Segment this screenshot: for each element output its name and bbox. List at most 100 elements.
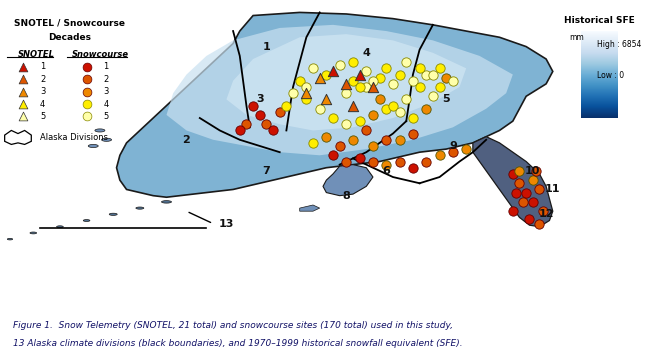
Point [368,143,378,149]
Text: Alaska Divisions: Alaska Divisions [40,133,108,142]
Point [18,101,29,107]
Text: 10: 10 [525,166,541,176]
Point [81,101,92,107]
Ellipse shape [162,201,172,203]
Text: 1: 1 [103,62,109,71]
Point [314,75,325,80]
Point [524,216,535,222]
Point [374,75,385,80]
Point [448,149,458,155]
Text: 7: 7 [262,166,270,176]
Point [368,84,378,90]
Text: 2: 2 [40,75,45,84]
Point [328,115,338,121]
Point [361,84,372,90]
Point [368,78,378,84]
Point [381,106,392,112]
Point [294,78,305,84]
Point [348,103,358,109]
Point [18,89,29,95]
Text: 1: 1 [262,41,270,52]
Point [81,76,92,82]
Point [348,78,358,84]
Text: 4: 4 [40,100,45,109]
Point [408,131,418,136]
Point [308,140,318,146]
Point [507,171,518,177]
Point [401,96,412,102]
Point [507,208,518,214]
Point [234,127,245,133]
Point [321,134,332,140]
Point [341,90,352,96]
Point [421,159,432,164]
Point [534,221,545,226]
Text: 2: 2 [182,135,190,145]
Point [354,156,365,161]
Point [388,103,398,109]
Ellipse shape [7,238,13,240]
Ellipse shape [88,145,99,147]
Point [368,159,378,164]
Point [514,180,525,186]
Point [341,159,352,164]
Point [348,59,358,65]
Ellipse shape [136,207,144,209]
Point [394,72,405,77]
Text: 13 Alaska climate divisions (black boundaries), and 1970–1999 historical snowfal: 13 Alaska climate divisions (black bound… [13,339,463,348]
Point [388,81,398,87]
Text: Figure 1.  Snow Telemetry (SNOTEL, 21 total) and snowcourse sites (170 total) us: Figure 1. Snow Telemetry (SNOTEL, 21 tot… [13,321,454,330]
Polygon shape [117,12,553,197]
Point [381,162,392,167]
Polygon shape [473,137,553,227]
Text: 13: 13 [218,218,234,228]
Point [81,89,92,95]
Point [334,143,345,149]
Point [537,208,548,214]
Text: 4: 4 [103,100,109,109]
Point [254,112,265,118]
Point [321,72,332,77]
Point [354,84,365,90]
Polygon shape [323,165,373,196]
Text: 5: 5 [40,112,45,121]
Point [448,78,458,84]
Point [308,65,318,71]
Point [401,59,412,65]
Point [428,94,438,99]
Text: 2: 2 [103,75,109,84]
Point [368,112,378,118]
Point [434,152,445,158]
Polygon shape [166,25,513,155]
Point [381,65,392,71]
Polygon shape [226,34,466,130]
Point [521,190,531,195]
Text: 4: 4 [362,48,370,58]
Ellipse shape [95,129,105,132]
Point [81,64,92,70]
Point [414,84,425,90]
Point [301,84,312,90]
Point [421,106,432,112]
Point [527,199,538,205]
Point [348,137,358,142]
Point [361,69,372,74]
Point [274,109,285,115]
Text: SNOTEL / Snowcourse: SNOTEL / Snowcourse [15,19,125,27]
Point [288,90,298,96]
Point [531,168,541,174]
Point [248,103,258,109]
Polygon shape [300,205,320,211]
Text: Low : 0: Low : 0 [597,71,625,80]
Point [434,65,445,71]
Point [261,121,272,127]
Text: 3: 3 [256,94,264,104]
Point [374,96,385,102]
Point [354,118,365,124]
Point [408,115,418,121]
Text: 8: 8 [342,191,350,201]
Ellipse shape [57,226,63,228]
Point [341,81,352,87]
Point [461,146,472,152]
Point [414,65,425,71]
